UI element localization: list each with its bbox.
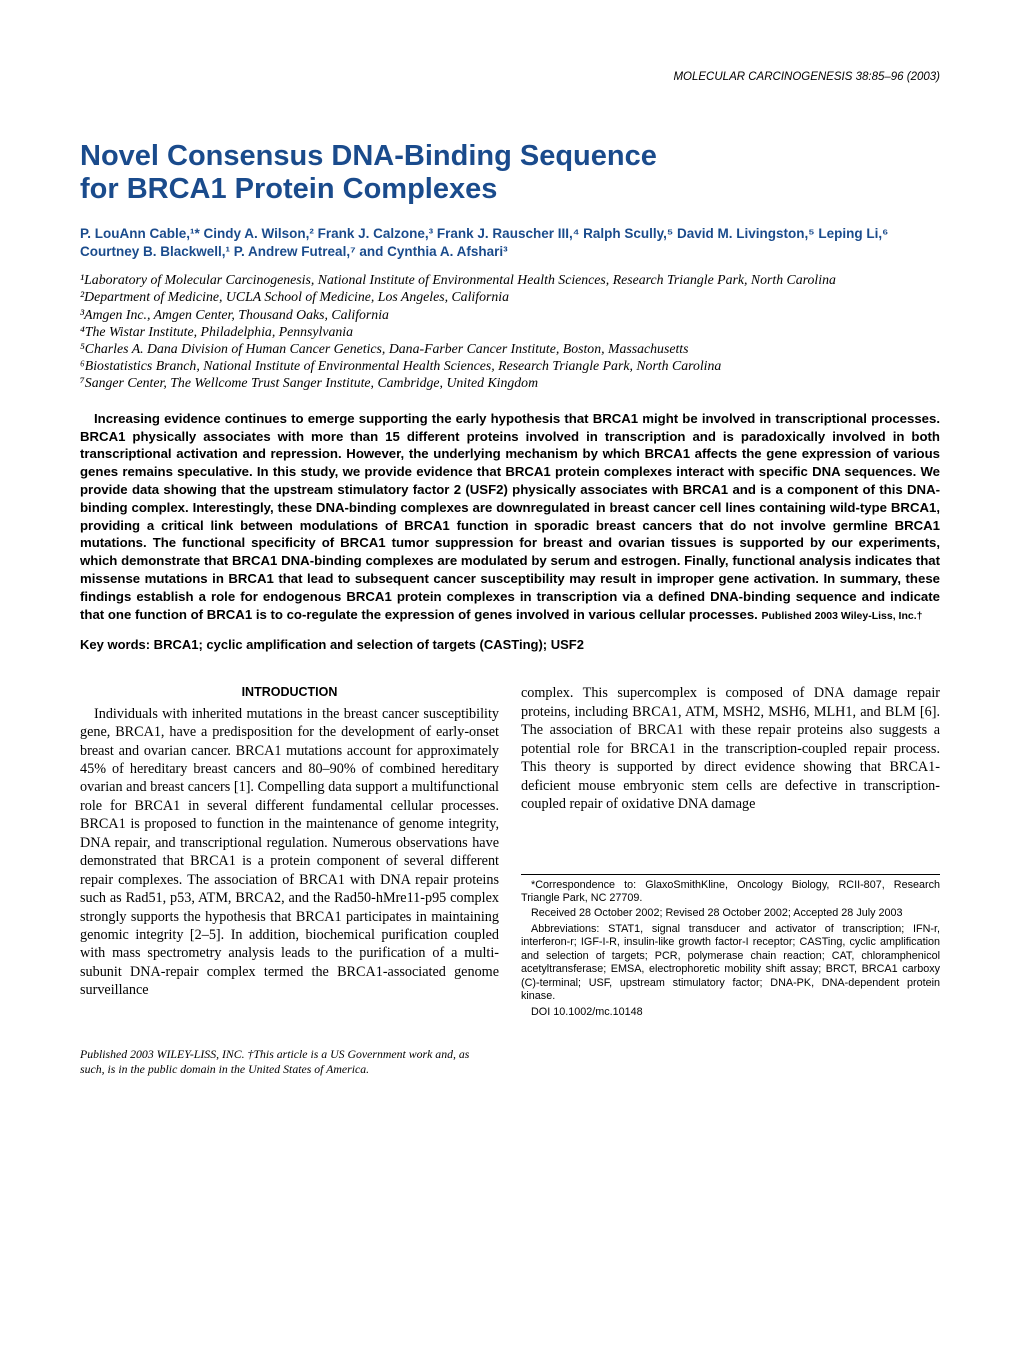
footnote-doi: DOI 10.1002/mc.10148 (521, 1006, 940, 1019)
footnote-abbreviations: Abbreviations: STAT1, signal transducer … (521, 923, 940, 1004)
affiliation-7: ⁷Sanger Center, The Wellcome Trust Sange… (80, 374, 940, 391)
intro-paragraph-1: Individuals with inherited mutations in … (80, 705, 499, 1000)
affiliations: ¹Laboratory of Molecular Carcinogenesis,… (80, 271, 940, 392)
journal-header: MOLECULAR CARCINOGENESIS 38:85–96 (2003) (80, 70, 940, 85)
affiliation-6: ⁶Biostatistics Branch, National Institut… (80, 357, 940, 374)
article-title: Novel Consensus DNA-Binding Sequence for… (80, 140, 940, 207)
title-line-1: Novel Consensus DNA-Binding Sequence (80, 140, 657, 172)
footnote-correspondence: *Correspondence to: GlaxoSmithKline, Onc… (521, 879, 940, 906)
copyright-note: Published 2003 WILEY-LISS, INC. †This ar… (80, 1047, 493, 1075)
abstract: Increasing evidence continues to emerge … (80, 410, 940, 624)
affiliation-2: ²Department of Medicine, UCLA School of … (80, 288, 940, 305)
footnotes: *Correspondence to: GlaxoSmithKline, Onc… (521, 874, 940, 1020)
abstract-text: Increasing evidence continues to emerge … (80, 411, 940, 622)
keywords: Key words: BRCA1; cyclic amplification a… (80, 637, 940, 654)
affiliation-5: ⁵Charles A. Dana Division of Human Cance… (80, 340, 940, 357)
abstract-publisher: Published 2003 Wiley-Liss, Inc.† (762, 610, 923, 622)
affiliation-4: ⁴The Wistar Institute, Philadelphia, Pen… (80, 323, 940, 340)
body-columns: INTRODUCTION Individuals with inherited … (80, 684, 940, 1021)
affiliation-1: ¹Laboratory of Molecular Carcinogenesis,… (80, 271, 940, 288)
footnote-received: Received 28 October 2002; Revised 28 Oct… (521, 907, 940, 920)
affiliation-3: ³Amgen Inc., Amgen Center, Thousand Oaks… (80, 306, 940, 323)
intro-paragraph-2: complex. This supercomplex is composed o… (521, 684, 940, 813)
authors: P. LouAnn Cable,¹* Cindy A. Wilson,² Fra… (80, 225, 940, 261)
section-heading-introduction: INTRODUCTION (80, 684, 499, 700)
title-line-2: for BRCA1 Protein Complexes (80, 173, 497, 205)
